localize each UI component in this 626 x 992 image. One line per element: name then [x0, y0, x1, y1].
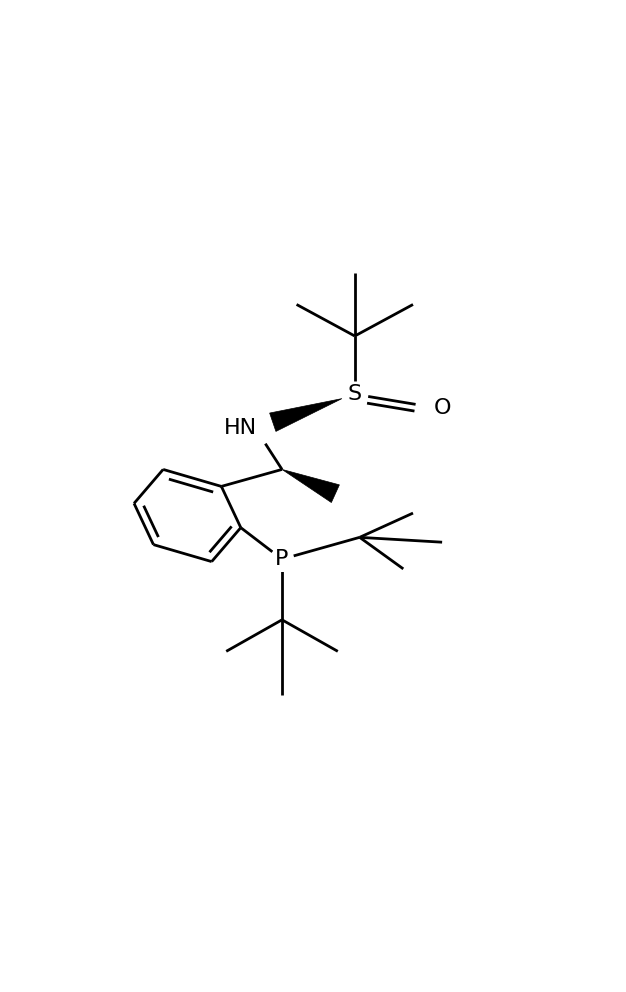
Text: S: S	[347, 384, 362, 404]
Polygon shape	[282, 469, 339, 503]
Text: P: P	[275, 550, 289, 569]
Polygon shape	[270, 399, 342, 432]
Text: HN: HN	[224, 419, 257, 438]
Text: O: O	[433, 398, 451, 418]
